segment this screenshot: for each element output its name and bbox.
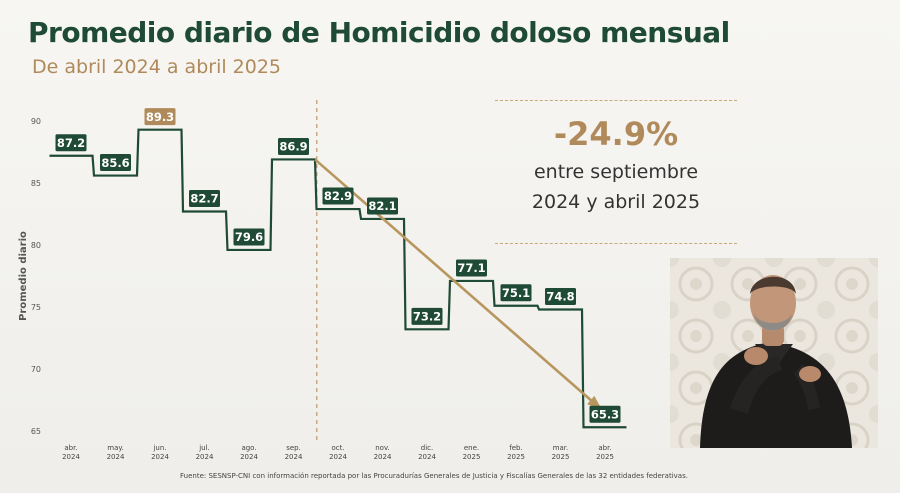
data-label: 77.1 xyxy=(457,261,485,275)
change-description: entre septiembre 2024 y abril 2025 xyxy=(495,157,737,217)
change-percent: -24.9% xyxy=(553,115,679,153)
y-tick-label: 85 xyxy=(31,179,41,188)
data-label: 82.9 xyxy=(324,189,352,203)
data-label-box xyxy=(545,287,576,305)
data-label: 87.2 xyxy=(57,136,85,150)
data-label-box xyxy=(189,190,220,208)
change-description-line1: entre septiembre xyxy=(533,161,699,183)
data-label: 65.3 xyxy=(591,407,619,421)
data-label: 79.6 xyxy=(235,230,263,244)
data-label-box xyxy=(500,284,532,302)
x-tick-label: jul. 2024 xyxy=(196,444,214,461)
data-label: 82.1 xyxy=(368,199,396,213)
data-label-box xyxy=(144,108,176,126)
x-tick-label: abr. 2025 xyxy=(596,444,614,461)
data-label-box xyxy=(322,187,354,205)
data-label-box xyxy=(233,228,265,246)
page-title: Promedio diario de Homicidio doloso mens… xyxy=(28,16,730,49)
data-label: 89.3 xyxy=(146,110,174,124)
data-label-box xyxy=(100,154,131,172)
x-tick-label: ene. 2025 xyxy=(463,444,481,461)
x-tick-label: sep. 2024 xyxy=(285,444,303,461)
data-label-box xyxy=(589,405,621,423)
page-subtitle: De abril 2024 a abril 2025 xyxy=(32,56,282,78)
y-tick-label: 90 xyxy=(31,117,41,126)
trend-line xyxy=(314,158,600,409)
data-label: 85.6 xyxy=(101,156,129,170)
x-tick-label: nov. 2024 xyxy=(374,444,392,461)
sign-language-interpreter-video xyxy=(670,258,878,448)
x-tick-label: feb. 2025 xyxy=(507,444,525,461)
data-label: 82.7 xyxy=(190,192,218,206)
data-label-box xyxy=(55,134,87,152)
y-tick-label: 65 xyxy=(31,427,41,436)
data-label-box xyxy=(367,197,398,215)
y-tick-label: 75 xyxy=(31,303,41,312)
data-label-box xyxy=(278,137,309,155)
data-label: 75.1 xyxy=(502,286,530,300)
data-label: 74.8 xyxy=(546,290,574,304)
data-label: 86.9 xyxy=(279,140,307,154)
data-label: 73.2 xyxy=(413,310,441,324)
x-tick-label: ago. 2024 xyxy=(240,444,258,461)
y-axis-label: Promedio diario xyxy=(18,231,29,321)
x-tick-label: jun. 2024 xyxy=(151,444,169,461)
x-tick-label: mar. 2025 xyxy=(552,444,570,461)
source-note: Fuente: SESNSP-CNI con información repor… xyxy=(180,472,688,480)
y-tick-label: 70 xyxy=(31,365,41,374)
series-step-line xyxy=(49,128,627,429)
x-tick-label: oct. 2024 xyxy=(329,444,347,461)
data-label-box xyxy=(456,259,487,277)
interpreter-figure xyxy=(670,258,878,448)
y-tick-label: 80 xyxy=(31,241,41,250)
change-description-line2: 2024 y abril 2025 xyxy=(531,191,701,213)
x-tick-label: abr. 2024 xyxy=(62,444,80,461)
data-label-box xyxy=(411,307,443,325)
change-callout: -24.9% entre septiembre 2024 y abril 202… xyxy=(495,100,737,244)
x-tick-label: may. 2024 xyxy=(107,444,125,461)
x-tick-label: dic. 2024 xyxy=(418,444,436,461)
